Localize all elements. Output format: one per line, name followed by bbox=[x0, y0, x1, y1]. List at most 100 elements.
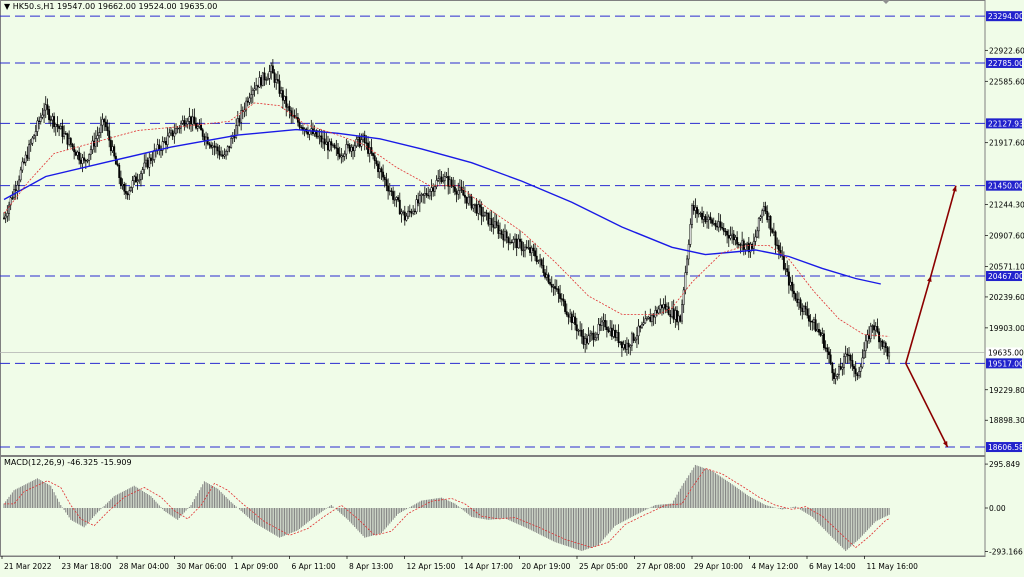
candle-body bbox=[210, 144, 213, 148]
candle-body bbox=[884, 342, 887, 348]
candle-body bbox=[59, 125, 62, 129]
candle-body bbox=[255, 85, 258, 90]
candle-body bbox=[569, 313, 572, 318]
candle-body bbox=[101, 119, 104, 126]
candle-body bbox=[747, 242, 750, 253]
candle-body bbox=[330, 141, 333, 146]
candle-body bbox=[438, 176, 441, 179]
candle-body bbox=[193, 116, 196, 124]
candle-body bbox=[629, 345, 632, 348]
candle-body bbox=[504, 231, 506, 241]
candle-body bbox=[574, 316, 577, 325]
candle-body bbox=[696, 207, 698, 214]
candle-body bbox=[849, 355, 852, 361]
candle-body bbox=[263, 72, 266, 81]
candle-body bbox=[119, 177, 122, 186]
candle-body bbox=[749, 243, 752, 253]
candle-body bbox=[505, 231, 508, 238]
candle-body bbox=[707, 216, 710, 221]
candle-body bbox=[360, 139, 363, 147]
candle-body bbox=[858, 371, 860, 377]
candle-body bbox=[315, 130, 318, 137]
candle-body bbox=[288, 105, 291, 111]
candle-body bbox=[724, 230, 727, 233]
candle-body bbox=[500, 230, 503, 235]
candle-body bbox=[752, 241, 755, 249]
candle-body bbox=[230, 138, 233, 148]
candle-body bbox=[797, 299, 800, 303]
y-tick-label: 20239.60 bbox=[989, 293, 1024, 302]
candle-body bbox=[413, 210, 416, 213]
x-tick-label: 14 Apr 17:00 bbox=[464, 562, 513, 571]
candle-body bbox=[215, 146, 218, 148]
candle-body bbox=[686, 258, 688, 273]
candle-body bbox=[333, 144, 336, 148]
candle-body bbox=[848, 354, 850, 357]
candle-body bbox=[706, 219, 709, 223]
candle-body bbox=[472, 204, 475, 209]
candle-body bbox=[879, 340, 882, 343]
candle-body bbox=[839, 366, 842, 370]
candle-body bbox=[109, 140, 112, 152]
candle-body bbox=[856, 373, 859, 377]
candle-body bbox=[554, 286, 557, 289]
candle-body bbox=[497, 225, 500, 234]
candle-body bbox=[412, 210, 415, 214]
candle-body bbox=[784, 268, 787, 270]
level-badge: 20467.00 bbox=[988, 272, 1024, 281]
candle-body bbox=[61, 125, 64, 137]
menu-triangle-icon[interactable]: ▼ bbox=[4, 2, 11, 11]
candle-body bbox=[640, 323, 643, 328]
y-tick-label: 22922.60 bbox=[989, 46, 1024, 55]
candle-body bbox=[136, 180, 139, 183]
candle-body bbox=[639, 325, 642, 328]
candle-body bbox=[535, 255, 538, 262]
candle-body bbox=[23, 161, 25, 163]
candle-body bbox=[594, 337, 597, 340]
candle-body bbox=[246, 100, 249, 103]
candle-body bbox=[674, 310, 677, 320]
candle-body bbox=[494, 221, 496, 228]
candle-body bbox=[620, 341, 623, 349]
candle-body bbox=[564, 300, 567, 312]
candle-body bbox=[111, 146, 114, 152]
candle-body bbox=[276, 79, 279, 82]
candle-body bbox=[734, 237, 737, 241]
candle-body bbox=[866, 334, 869, 342]
candle-body bbox=[53, 116, 56, 128]
candle-body bbox=[814, 319, 817, 332]
candle-body bbox=[383, 176, 386, 180]
candle-body bbox=[739, 244, 742, 246]
candle-body bbox=[238, 118, 241, 123]
candle-body bbox=[510, 241, 513, 244]
candle-body bbox=[782, 255, 785, 270]
candle-body bbox=[771, 229, 774, 233]
candle-body bbox=[196, 126, 199, 129]
candle-body bbox=[838, 366, 840, 375]
candle-body bbox=[624, 344, 627, 350]
candle-body bbox=[418, 195, 421, 204]
candle-body bbox=[532, 247, 535, 251]
candle-body bbox=[652, 315, 655, 318]
level-badge-bg bbox=[986, 11, 1022, 22]
candle-body bbox=[368, 147, 371, 154]
candle-body bbox=[4, 215, 7, 219]
candle-body bbox=[39, 117, 42, 122]
candle-body bbox=[139, 173, 142, 180]
candle-body bbox=[819, 332, 822, 336]
candle-body bbox=[402, 211, 405, 213]
candle-body bbox=[308, 130, 311, 135]
candle-body bbox=[801, 307, 804, 312]
candle-body bbox=[285, 96, 288, 108]
candle-body bbox=[200, 124, 203, 131]
candle-body bbox=[796, 298, 799, 303]
candle-body bbox=[619, 341, 622, 344]
candle-body bbox=[562, 298, 565, 302]
candle-body bbox=[347, 144, 349, 146]
candle-body bbox=[74, 151, 77, 156]
candle-body bbox=[392, 191, 395, 200]
candle-body bbox=[549, 281, 552, 285]
candle-body bbox=[789, 281, 792, 286]
candle-body bbox=[123, 183, 126, 192]
